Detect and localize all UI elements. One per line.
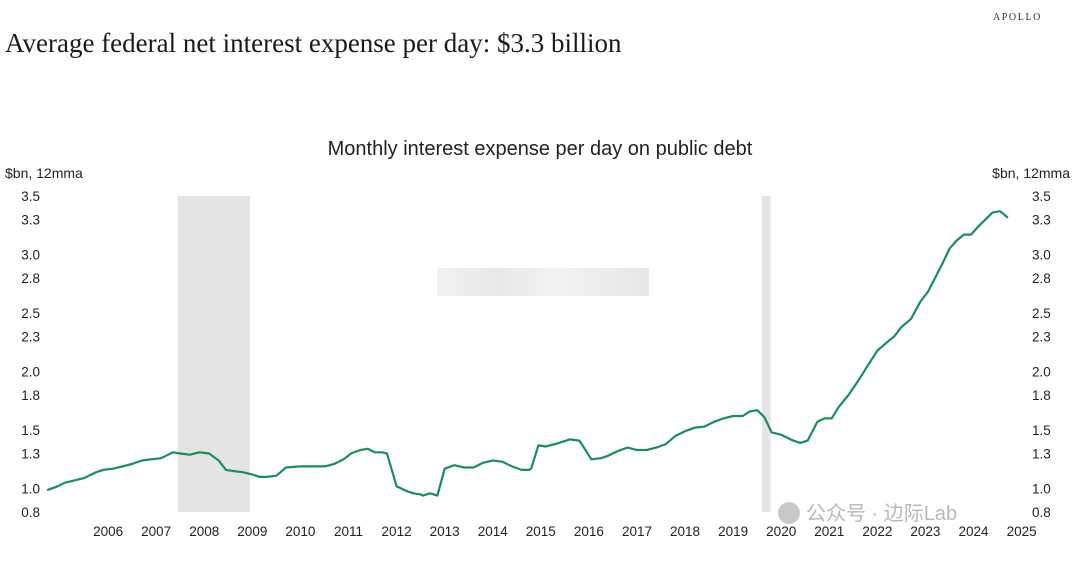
series-layer bbox=[46, 210, 1009, 497]
y-tick-left-2: 1.3 bbox=[21, 446, 40, 461]
x-tick-2021: 2021 bbox=[814, 524, 844, 539]
recession-band-1 bbox=[761, 196, 771, 512]
chart-title: Monthly interest expense per day on publ… bbox=[327, 138, 753, 160]
x-tick-2010: 2010 bbox=[285, 524, 315, 539]
x-tick-2024: 2024 bbox=[958, 524, 989, 539]
x-tick-2008: 2008 bbox=[189, 524, 219, 539]
y-tick-left-9: 3.0 bbox=[21, 248, 40, 263]
blurred-overlay bbox=[437, 268, 649, 296]
x-tick-2013: 2013 bbox=[430, 524, 460, 539]
recession-bands bbox=[177, 196, 771, 512]
y-tick-left-3: 1.5 bbox=[21, 423, 40, 438]
x-tick-2016: 2016 bbox=[574, 524, 604, 539]
x-tick-2012: 2012 bbox=[382, 524, 412, 539]
x-tick-2019: 2019 bbox=[718, 524, 748, 539]
x-tick-2023: 2023 bbox=[910, 524, 940, 539]
wechat-icon bbox=[778, 502, 800, 524]
x-tick-2018: 2018 bbox=[670, 524, 700, 539]
y-tick-right-4: 1.8 bbox=[1032, 388, 1051, 403]
y-tick-right-3: 1.5 bbox=[1032, 423, 1051, 438]
y-tick-left-1: 1.0 bbox=[21, 482, 40, 497]
y-tick-right-7: 2.5 bbox=[1032, 306, 1051, 321]
y-tick-right-9: 3.0 bbox=[1032, 248, 1051, 263]
y-tick-right-11: 3.5 bbox=[1032, 189, 1051, 204]
watermark-text: 公众号 · 边际Lab bbox=[806, 503, 958, 525]
y-tick-left-4: 1.8 bbox=[21, 388, 40, 403]
y-tick-left-0: 0.8 bbox=[21, 505, 40, 520]
y-ticks-left: 0.8 1.0 1.3 1.5 1.8 2.0 2.3 2.5 2.8 3.0 3.3 3.5 bbox=[21, 189, 40, 520]
y-axis-label-left: $bn, 12mma bbox=[5, 165, 83, 181]
x-tick-2017: 2017 bbox=[622, 524, 652, 539]
y-tick-left-8: 2.8 bbox=[21, 271, 40, 286]
y-tick-right-10: 3.3 bbox=[1032, 212, 1051, 227]
watermark: 公众号 · 边际Lab bbox=[778, 497, 957, 526]
y-axis-label-right: $bn, 12mma bbox=[992, 165, 1070, 181]
x-tick-2014: 2014 bbox=[478, 524, 509, 539]
brand-logo: APOLLO bbox=[992, 12, 1042, 23]
x-tick-2011: 2011 bbox=[334, 524, 363, 539]
y-tick-left-5: 2.0 bbox=[21, 365, 40, 380]
y-tick-right-6: 2.3 bbox=[1032, 329, 1051, 344]
x-tick-2015: 2015 bbox=[526, 524, 556, 539]
series-line-0 bbox=[46, 210, 1009, 497]
y-tick-left-6: 2.3 bbox=[21, 329, 40, 344]
recession-band-0 bbox=[177, 196, 250, 512]
y-tick-right-8: 2.8 bbox=[1032, 271, 1051, 286]
x-tick-2007: 2007 bbox=[141, 524, 171, 539]
y-tick-right-5: 2.0 bbox=[1032, 365, 1051, 380]
x-tick-2006: 2006 bbox=[93, 524, 123, 539]
x-tick-2022: 2022 bbox=[862, 524, 892, 539]
y-tick-right-1: 1.0 bbox=[1032, 482, 1051, 497]
x-ticks: 2006 2007 2008 2009 2010 2011 2012 2013 2014 2015… bbox=[93, 524, 1037, 539]
y-tick-right-2: 1.3 bbox=[1032, 446, 1051, 461]
y-tick-left-10: 3.3 bbox=[21, 212, 40, 227]
x-tick-2009: 2009 bbox=[237, 524, 267, 539]
y-ticks-right: 0.8 1.0 1.3 1.5 1.8 2.0 2.3 2.5 2.8 3.0 3.3 3.5 bbox=[1032, 189, 1051, 520]
y-tick-left-7: 2.5 bbox=[21, 306, 40, 321]
headline: Average federal net interest expense per… bbox=[5, 28, 622, 58]
x-tick-2025: 2025 bbox=[1007, 524, 1037, 539]
x-tick-2020: 2020 bbox=[766, 524, 796, 539]
y-tick-right-0: 0.8 bbox=[1032, 505, 1051, 520]
y-tick-left-11: 3.5 bbox=[21, 189, 40, 204]
